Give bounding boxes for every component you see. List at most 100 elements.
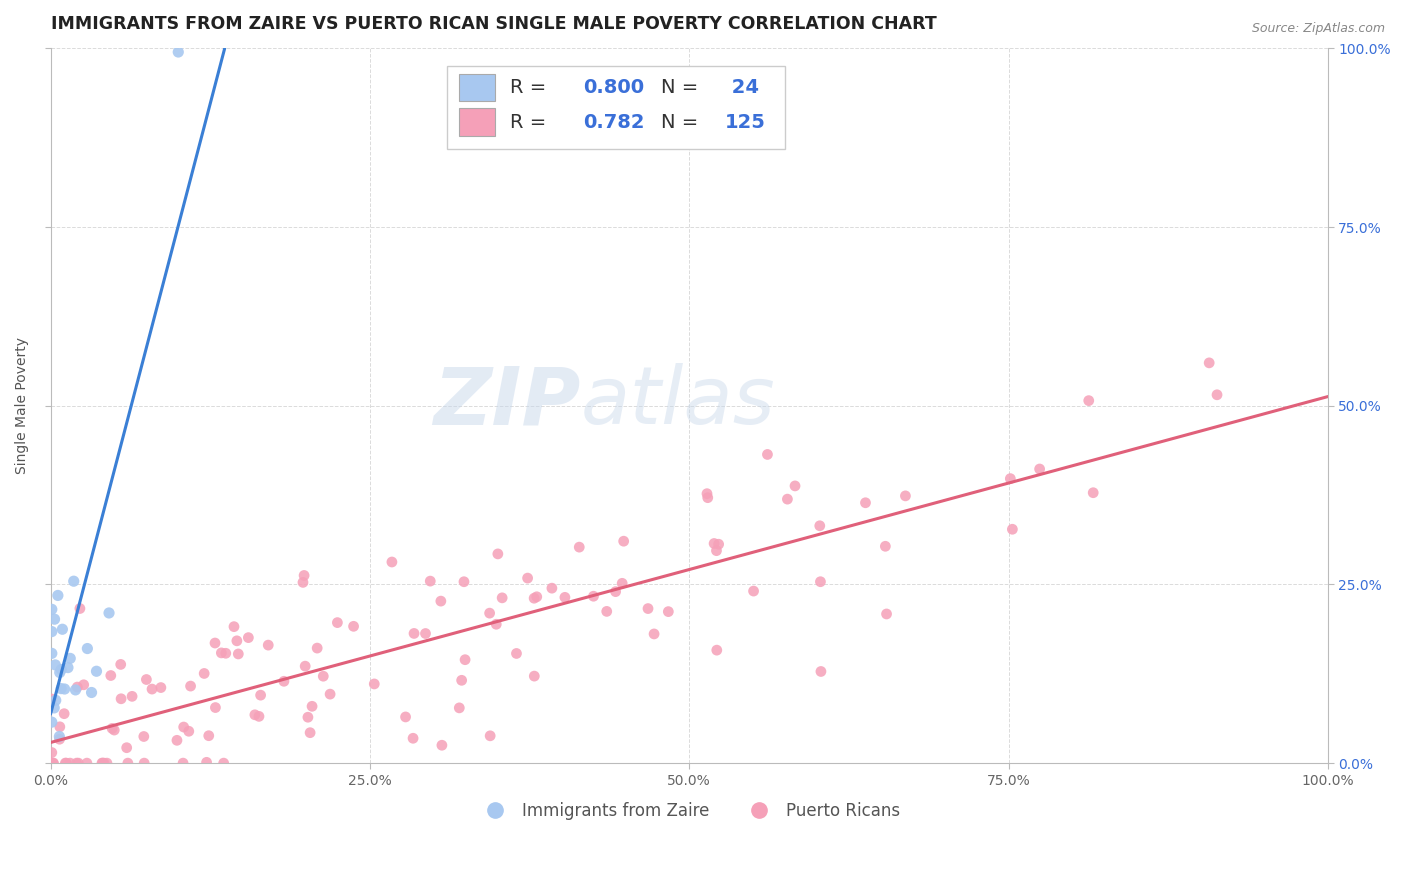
- Point: [132, 730, 155, 744]
- Point: [1198, 356, 1220, 370]
- Point: [41, 756, 63, 771]
- Point: [121, 690, 143, 704]
- Point: [195, 756, 218, 770]
- Point: [297, 710, 319, 724]
- Point: [541, 581, 564, 595]
- Point: [204, 700, 226, 714]
- Point: [62, 574, 84, 589]
- FancyBboxPatch shape: [460, 74, 495, 102]
- Point: [41, 646, 63, 660]
- Point: [301, 699, 323, 714]
- Point: [101, 722, 124, 736]
- Point: [180, 679, 202, 693]
- Point: [80, 685, 103, 699]
- Point: [526, 590, 548, 604]
- Point: [177, 724, 200, 739]
- Point: [292, 568, 315, 582]
- Point: [115, 740, 138, 755]
- Point: [855, 496, 877, 510]
- Point: [44, 701, 66, 715]
- Point: [44, 612, 66, 626]
- Point: [449, 701, 471, 715]
- Text: ZIP: ZIP: [433, 363, 581, 442]
- Point: [582, 589, 605, 603]
- Point: [197, 729, 219, 743]
- Point: [73, 678, 96, 692]
- Point: [326, 615, 349, 630]
- Point: [291, 575, 314, 590]
- Point: [453, 574, 475, 589]
- Point: [1077, 393, 1099, 408]
- Point: [166, 733, 188, 747]
- Point: [554, 591, 576, 605]
- Point: [247, 709, 270, 723]
- Point: [696, 486, 718, 500]
- Point: [167, 45, 190, 59]
- Point: [342, 619, 364, 633]
- Point: [41, 602, 63, 616]
- Point: [299, 725, 322, 739]
- Text: 0.800: 0.800: [583, 78, 644, 97]
- Point: [49, 720, 72, 734]
- Point: [46, 589, 69, 603]
- Point: [44, 657, 66, 672]
- Point: [48, 732, 70, 747]
- FancyBboxPatch shape: [460, 109, 495, 136]
- Point: [643, 627, 665, 641]
- Point: [93, 756, 115, 771]
- Point: [485, 617, 508, 632]
- Point: [65, 682, 87, 697]
- Point: [1028, 462, 1050, 476]
- Point: [226, 647, 249, 661]
- Point: [505, 647, 527, 661]
- Point: [402, 731, 425, 746]
- Point: [703, 536, 725, 550]
- Point: [51, 663, 73, 677]
- Point: [59, 756, 82, 771]
- Point: [76, 641, 98, 656]
- Point: [783, 479, 806, 493]
- Point: [430, 594, 453, 608]
- Point: [657, 605, 679, 619]
- Point: [776, 492, 799, 507]
- Point: [41, 715, 63, 730]
- Point: [149, 681, 172, 695]
- Point: [65, 756, 87, 771]
- Point: [637, 601, 659, 615]
- Point: [55, 756, 77, 771]
- Point: [41, 746, 63, 760]
- Point: [41, 692, 63, 706]
- Point: [894, 489, 917, 503]
- Point: [243, 707, 266, 722]
- Text: 24: 24: [725, 78, 759, 97]
- Point: [141, 682, 163, 697]
- Point: [312, 669, 335, 683]
- Point: [135, 673, 157, 687]
- Point: [876, 607, 898, 621]
- Point: [613, 534, 636, 549]
- Point: [810, 574, 832, 589]
- Point: [204, 636, 226, 650]
- Point: [117, 756, 139, 771]
- Point: [42, 756, 65, 771]
- Point: [215, 646, 238, 660]
- Point: [225, 633, 247, 648]
- Point: [363, 677, 385, 691]
- Point: [875, 539, 897, 553]
- Point: [486, 547, 509, 561]
- Point: [756, 447, 779, 461]
- Text: N =: N =: [661, 78, 704, 97]
- Point: [568, 540, 591, 554]
- Point: [67, 756, 90, 771]
- Point: [98, 606, 121, 620]
- Point: [41, 624, 63, 639]
- Point: [307, 641, 329, 656]
- FancyBboxPatch shape: [447, 66, 785, 148]
- Point: [86, 665, 108, 679]
- Point: [450, 673, 472, 688]
- Text: IMMIGRANTS FROM ZAIRE VS PUERTO RICAN SINGLE MALE POVERTY CORRELATION CHART: IMMIGRANTS FROM ZAIRE VS PUERTO RICAN SI…: [51, 15, 936, 33]
- Point: [59, 651, 82, 665]
- Text: atlas: atlas: [581, 363, 776, 442]
- Point: [69, 601, 91, 615]
- Point: [53, 756, 76, 771]
